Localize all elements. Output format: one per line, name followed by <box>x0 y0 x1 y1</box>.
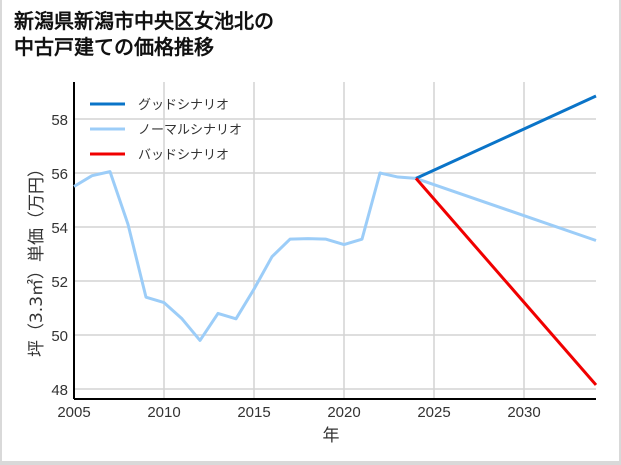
chart-title-line1: 新潟県新潟市中央区女池北の <box>14 9 274 33</box>
y-tick-label: 50 <box>51 328 68 345</box>
chart-title: 新潟県新潟市中央区女池北の 中古戸建ての価格推移 <box>14 8 274 60</box>
series-line-normal <box>73 170 597 342</box>
x-axis-label: 年 <box>323 426 340 446</box>
legend-label: グッドシナリオ <box>138 98 229 113</box>
y-axis-label: 坪（3.3㎡）単価（万円） <box>27 160 47 357</box>
x-tick-label: 2030 <box>507 404 540 421</box>
y-tick-label: 48 <box>51 382 68 399</box>
y-tick-label: 58 <box>51 112 68 129</box>
legend-label: バッドシナリオ <box>138 148 229 163</box>
x-tick-label: 2010 <box>147 404 180 421</box>
chart-title-line2: 中古戸建ての価格推移 <box>14 35 214 59</box>
y-tick-label: 54 <box>51 220 68 237</box>
y-tick-label: 52 <box>51 274 68 291</box>
legend-label: ノーマルシナリオ <box>138 123 242 138</box>
y-tick-label: 56 <box>51 166 68 183</box>
x-tick-label: 2005 <box>57 404 90 421</box>
x-tick-label: 2025 <box>417 404 450 421</box>
x-tick-label: 2020 <box>327 404 360 421</box>
x-tick-label: 2015 <box>237 404 270 421</box>
series-line-good <box>415 94 597 180</box>
series-line-bad <box>414 177 598 386</box>
